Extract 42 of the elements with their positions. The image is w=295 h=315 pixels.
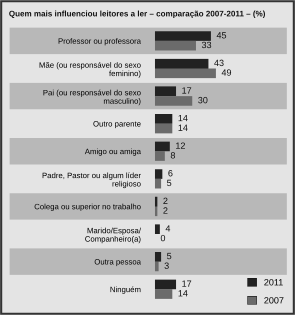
bar bbox=[154, 96, 192, 106]
data-label: 5 bbox=[167, 252, 172, 260]
bar bbox=[154, 280, 176, 290]
data-label: 43 bbox=[214, 60, 224, 66]
bar bbox=[154, 196, 158, 206]
data-label: 12 bbox=[176, 142, 185, 149]
bar bbox=[154, 142, 170, 152]
data-label: 14 bbox=[178, 114, 188, 122]
bar bbox=[154, 31, 211, 41]
bar bbox=[154, 262, 159, 272]
legend-label: 2007 bbox=[264, 297, 284, 304]
legend-label: 2011 bbox=[264, 279, 283, 286]
bar bbox=[154, 206, 158, 216]
data-label: 17 bbox=[182, 280, 192, 287]
data-label: 2 bbox=[163, 198, 168, 204]
data-label: 14 bbox=[178, 290, 188, 296]
data-label: 0 bbox=[160, 234, 166, 242]
data-label: 4 bbox=[166, 225, 170, 232]
data-label: 3 bbox=[164, 262, 169, 269]
data-label: 17 bbox=[182, 87, 192, 94]
bar bbox=[154, 68, 216, 78]
bar bbox=[154, 252, 162, 262]
data-label: 6 bbox=[168, 170, 173, 176]
data-label: 45 bbox=[216, 32, 226, 38]
bar bbox=[154, 40, 196, 51]
data-label: 14 bbox=[178, 124, 188, 131]
bar bbox=[154, 289, 172, 299]
bar bbox=[154, 169, 162, 179]
bar bbox=[154, 124, 172, 134]
bar bbox=[154, 114, 172, 124]
chart-title: Quem mais influenciou leitores a ler – comparação 2007-2011 – (%) bbox=[9, 10, 265, 18]
data-label: 5 bbox=[167, 180, 172, 186]
bar bbox=[154, 224, 160, 234]
data-label: 33 bbox=[202, 42, 212, 48]
bar bbox=[154, 178, 162, 189]
bar bbox=[154, 58, 208, 68]
bar bbox=[154, 151, 165, 161]
data-label: 8 bbox=[170, 152, 176, 159]
data-label: 30 bbox=[198, 96, 208, 104]
data-label: 49 bbox=[222, 69, 232, 76]
bar bbox=[154, 86, 176, 96]
data-label: 2 bbox=[163, 207, 168, 214]
